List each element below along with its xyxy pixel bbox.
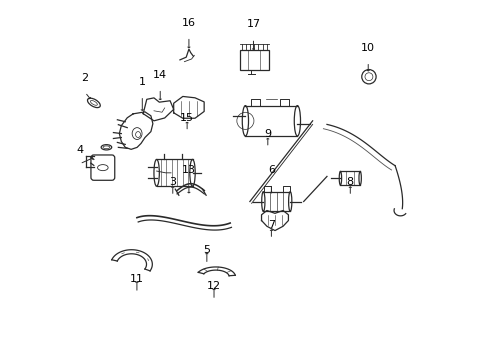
Text: 14: 14 bbox=[153, 69, 167, 80]
Text: 6: 6 bbox=[267, 165, 274, 175]
Text: 2: 2 bbox=[81, 73, 88, 83]
Text: 16: 16 bbox=[182, 18, 196, 28]
Text: 4: 4 bbox=[76, 145, 83, 155]
Text: 10: 10 bbox=[361, 43, 374, 53]
Text: 11: 11 bbox=[130, 274, 143, 284]
Text: 9: 9 bbox=[264, 129, 271, 139]
Text: 1: 1 bbox=[139, 77, 145, 87]
Text: 3: 3 bbox=[169, 177, 176, 187]
Text: 13: 13 bbox=[182, 165, 196, 175]
Text: 7: 7 bbox=[267, 220, 274, 230]
Text: 8: 8 bbox=[346, 177, 353, 187]
Text: 17: 17 bbox=[246, 19, 260, 30]
Text: 15: 15 bbox=[180, 113, 194, 123]
Text: 12: 12 bbox=[206, 281, 221, 291]
Text: 5: 5 bbox=[203, 245, 210, 255]
